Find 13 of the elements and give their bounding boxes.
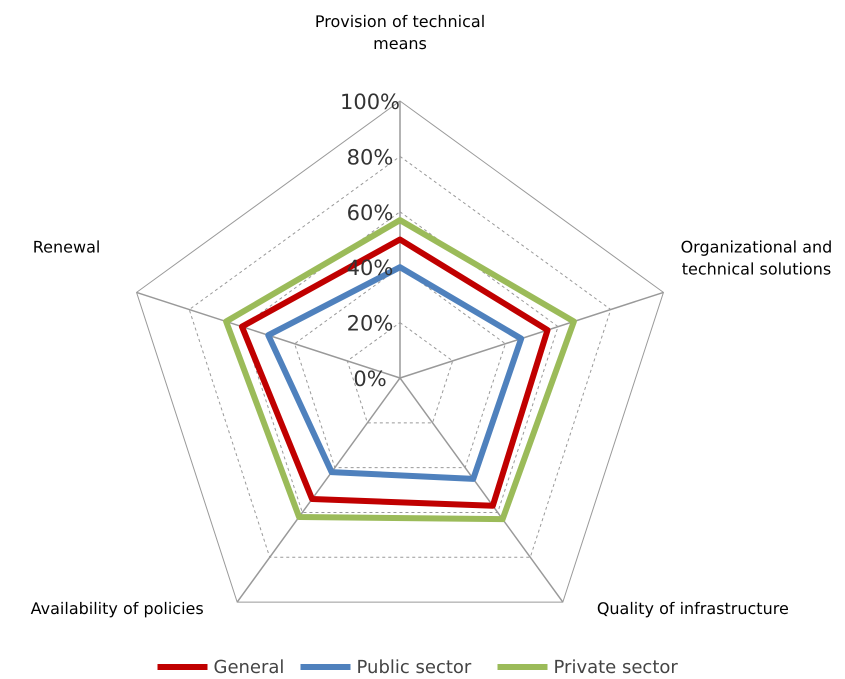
spoke-label: Quality of infrastructure [596, 599, 789, 618]
legend-label: Public sector [356, 657, 472, 678]
y-tick-label: 60% [346, 200, 394, 225]
y-tick-label: 20% [346, 312, 394, 336]
y-tick-label: 80% [346, 145, 394, 170]
spoke-label: Provision of technical means [314, 12, 486, 53]
spoke-label: Renewal [32, 237, 100, 256]
spoke-label: Availability of policies [30, 599, 204, 618]
legend-label: Private sector [554, 657, 678, 678]
legend-label: General [214, 657, 284, 678]
spoke-label: Organizational and technical solutions [680, 237, 832, 278]
y-tick-label: 100% [340, 90, 400, 114]
y-tick-label: 0% [353, 367, 387, 391]
